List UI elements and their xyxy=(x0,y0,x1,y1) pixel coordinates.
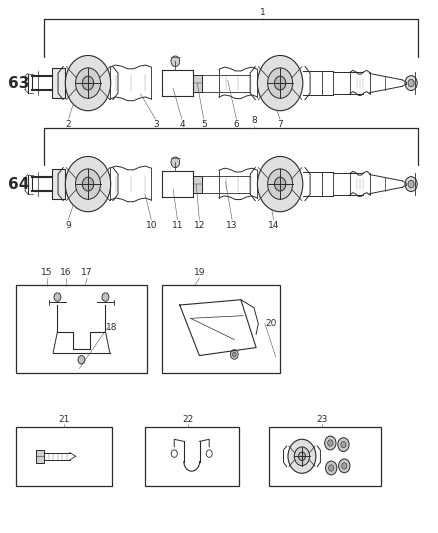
Circle shape xyxy=(268,169,293,199)
Bar xyxy=(269,427,381,486)
Circle shape xyxy=(206,450,212,457)
Bar xyxy=(16,285,147,373)
Bar xyxy=(162,285,280,373)
Text: 1: 1 xyxy=(260,8,265,17)
Text: 10: 10 xyxy=(145,221,157,230)
Text: 6: 6 xyxy=(233,120,239,129)
Circle shape xyxy=(294,447,310,466)
Text: 7: 7 xyxy=(277,120,283,129)
Circle shape xyxy=(408,79,414,87)
Circle shape xyxy=(82,76,94,90)
Text: 23: 23 xyxy=(316,415,327,424)
Circle shape xyxy=(230,350,238,359)
Circle shape xyxy=(275,76,286,90)
Text: 17: 17 xyxy=(81,269,93,277)
Text: 20: 20 xyxy=(266,319,277,328)
Text: 64: 64 xyxy=(8,176,30,191)
Circle shape xyxy=(171,157,180,167)
Text: 19: 19 xyxy=(194,269,205,277)
Text: 3: 3 xyxy=(153,120,159,129)
Circle shape xyxy=(268,68,293,98)
Circle shape xyxy=(408,180,414,188)
Bar xyxy=(52,68,65,98)
Circle shape xyxy=(325,461,337,475)
Text: 15: 15 xyxy=(41,269,52,277)
Text: 12: 12 xyxy=(194,221,205,230)
Bar xyxy=(16,427,112,486)
Circle shape xyxy=(339,459,350,473)
Circle shape xyxy=(275,177,286,191)
Circle shape xyxy=(75,169,100,199)
Bar xyxy=(52,169,65,199)
Text: 14: 14 xyxy=(268,221,279,230)
Circle shape xyxy=(258,55,303,111)
Bar xyxy=(145,427,239,486)
Circle shape xyxy=(102,293,109,301)
Bar xyxy=(193,75,202,92)
Bar xyxy=(36,450,44,463)
Text: 63: 63 xyxy=(8,76,30,91)
Circle shape xyxy=(171,56,180,67)
Bar xyxy=(193,175,202,192)
Circle shape xyxy=(78,356,85,364)
Circle shape xyxy=(405,176,417,191)
Text: 18: 18 xyxy=(106,323,118,332)
Circle shape xyxy=(341,441,346,448)
Circle shape xyxy=(328,440,333,446)
Circle shape xyxy=(288,439,316,473)
Circle shape xyxy=(65,157,111,212)
Text: 11: 11 xyxy=(172,221,183,230)
Circle shape xyxy=(233,352,236,357)
Circle shape xyxy=(258,157,303,212)
Text: 5: 5 xyxy=(201,120,207,129)
Circle shape xyxy=(405,76,417,91)
Circle shape xyxy=(65,55,111,111)
Text: 8: 8 xyxy=(251,116,257,125)
Text: 21: 21 xyxy=(58,415,70,424)
Circle shape xyxy=(82,177,94,191)
Circle shape xyxy=(75,68,100,98)
Text: 4: 4 xyxy=(179,120,185,129)
Circle shape xyxy=(298,452,305,461)
Text: 22: 22 xyxy=(183,415,194,424)
Text: 9: 9 xyxy=(66,221,71,230)
Circle shape xyxy=(338,438,349,451)
Circle shape xyxy=(325,436,336,450)
Circle shape xyxy=(171,450,177,457)
Circle shape xyxy=(328,465,334,471)
Text: 13: 13 xyxy=(226,221,238,230)
Circle shape xyxy=(342,463,347,469)
Text: 16: 16 xyxy=(60,269,72,277)
Circle shape xyxy=(54,293,61,301)
Text: 2: 2 xyxy=(66,120,71,129)
